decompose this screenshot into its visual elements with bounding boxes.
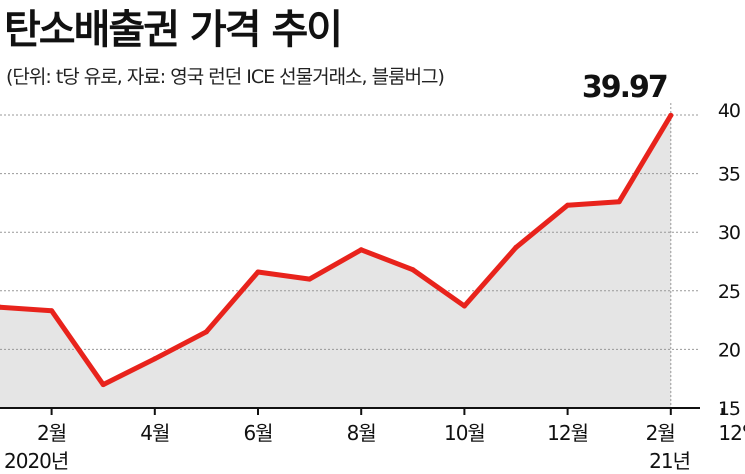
x-tick-label: 12일 bbox=[718, 421, 745, 445]
x-tick-label: 10월 bbox=[444, 421, 485, 445]
y-tick-label: 40 bbox=[718, 100, 740, 122]
y-tick-label: 25 bbox=[718, 281, 740, 303]
chart-subtitle: (단위: t당 유로, 자료: 영국 런던 ICE 선물거래소, 블룸버그) bbox=[6, 66, 445, 88]
y-tick-label: 35 bbox=[718, 164, 740, 186]
data-point bbox=[410, 267, 416, 273]
data-point bbox=[0, 304, 3, 310]
year-label-2021: 21년 bbox=[649, 449, 690, 473]
price-line bbox=[0, 112, 674, 388]
area-fill bbox=[0, 115, 671, 409]
y-tick-label: 20 bbox=[718, 339, 740, 361]
data-point bbox=[565, 202, 571, 208]
x-tick-label: 8월 bbox=[347, 421, 376, 445]
x-tick-label: 2월 bbox=[37, 421, 66, 445]
data-point bbox=[152, 356, 158, 362]
x-tick-label: 4월 bbox=[140, 421, 169, 445]
y-tick-label: 15 bbox=[718, 398, 740, 420]
data-point bbox=[358, 247, 364, 253]
data-point bbox=[307, 276, 313, 282]
data-point bbox=[100, 382, 106, 388]
x-tick-label: 12월 bbox=[547, 421, 588, 445]
data-point bbox=[513, 244, 519, 250]
y-tick-label: 30 bbox=[718, 222, 740, 244]
x-tick-label: 2월 bbox=[646, 421, 675, 445]
data-point bbox=[461, 303, 467, 309]
chart-title: 탄소배출권 가격 추이 bbox=[4, 7, 343, 53]
x-tick-label: 6월 bbox=[243, 421, 272, 445]
data-point bbox=[255, 269, 261, 275]
year-label-2020: 2020년 bbox=[4, 449, 68, 473]
data-point bbox=[49, 308, 55, 314]
latest-value-callout: 39.97 bbox=[582, 70, 667, 105]
data-point bbox=[203, 329, 209, 335]
data-point bbox=[616, 199, 622, 205]
data-point bbox=[668, 112, 674, 118]
